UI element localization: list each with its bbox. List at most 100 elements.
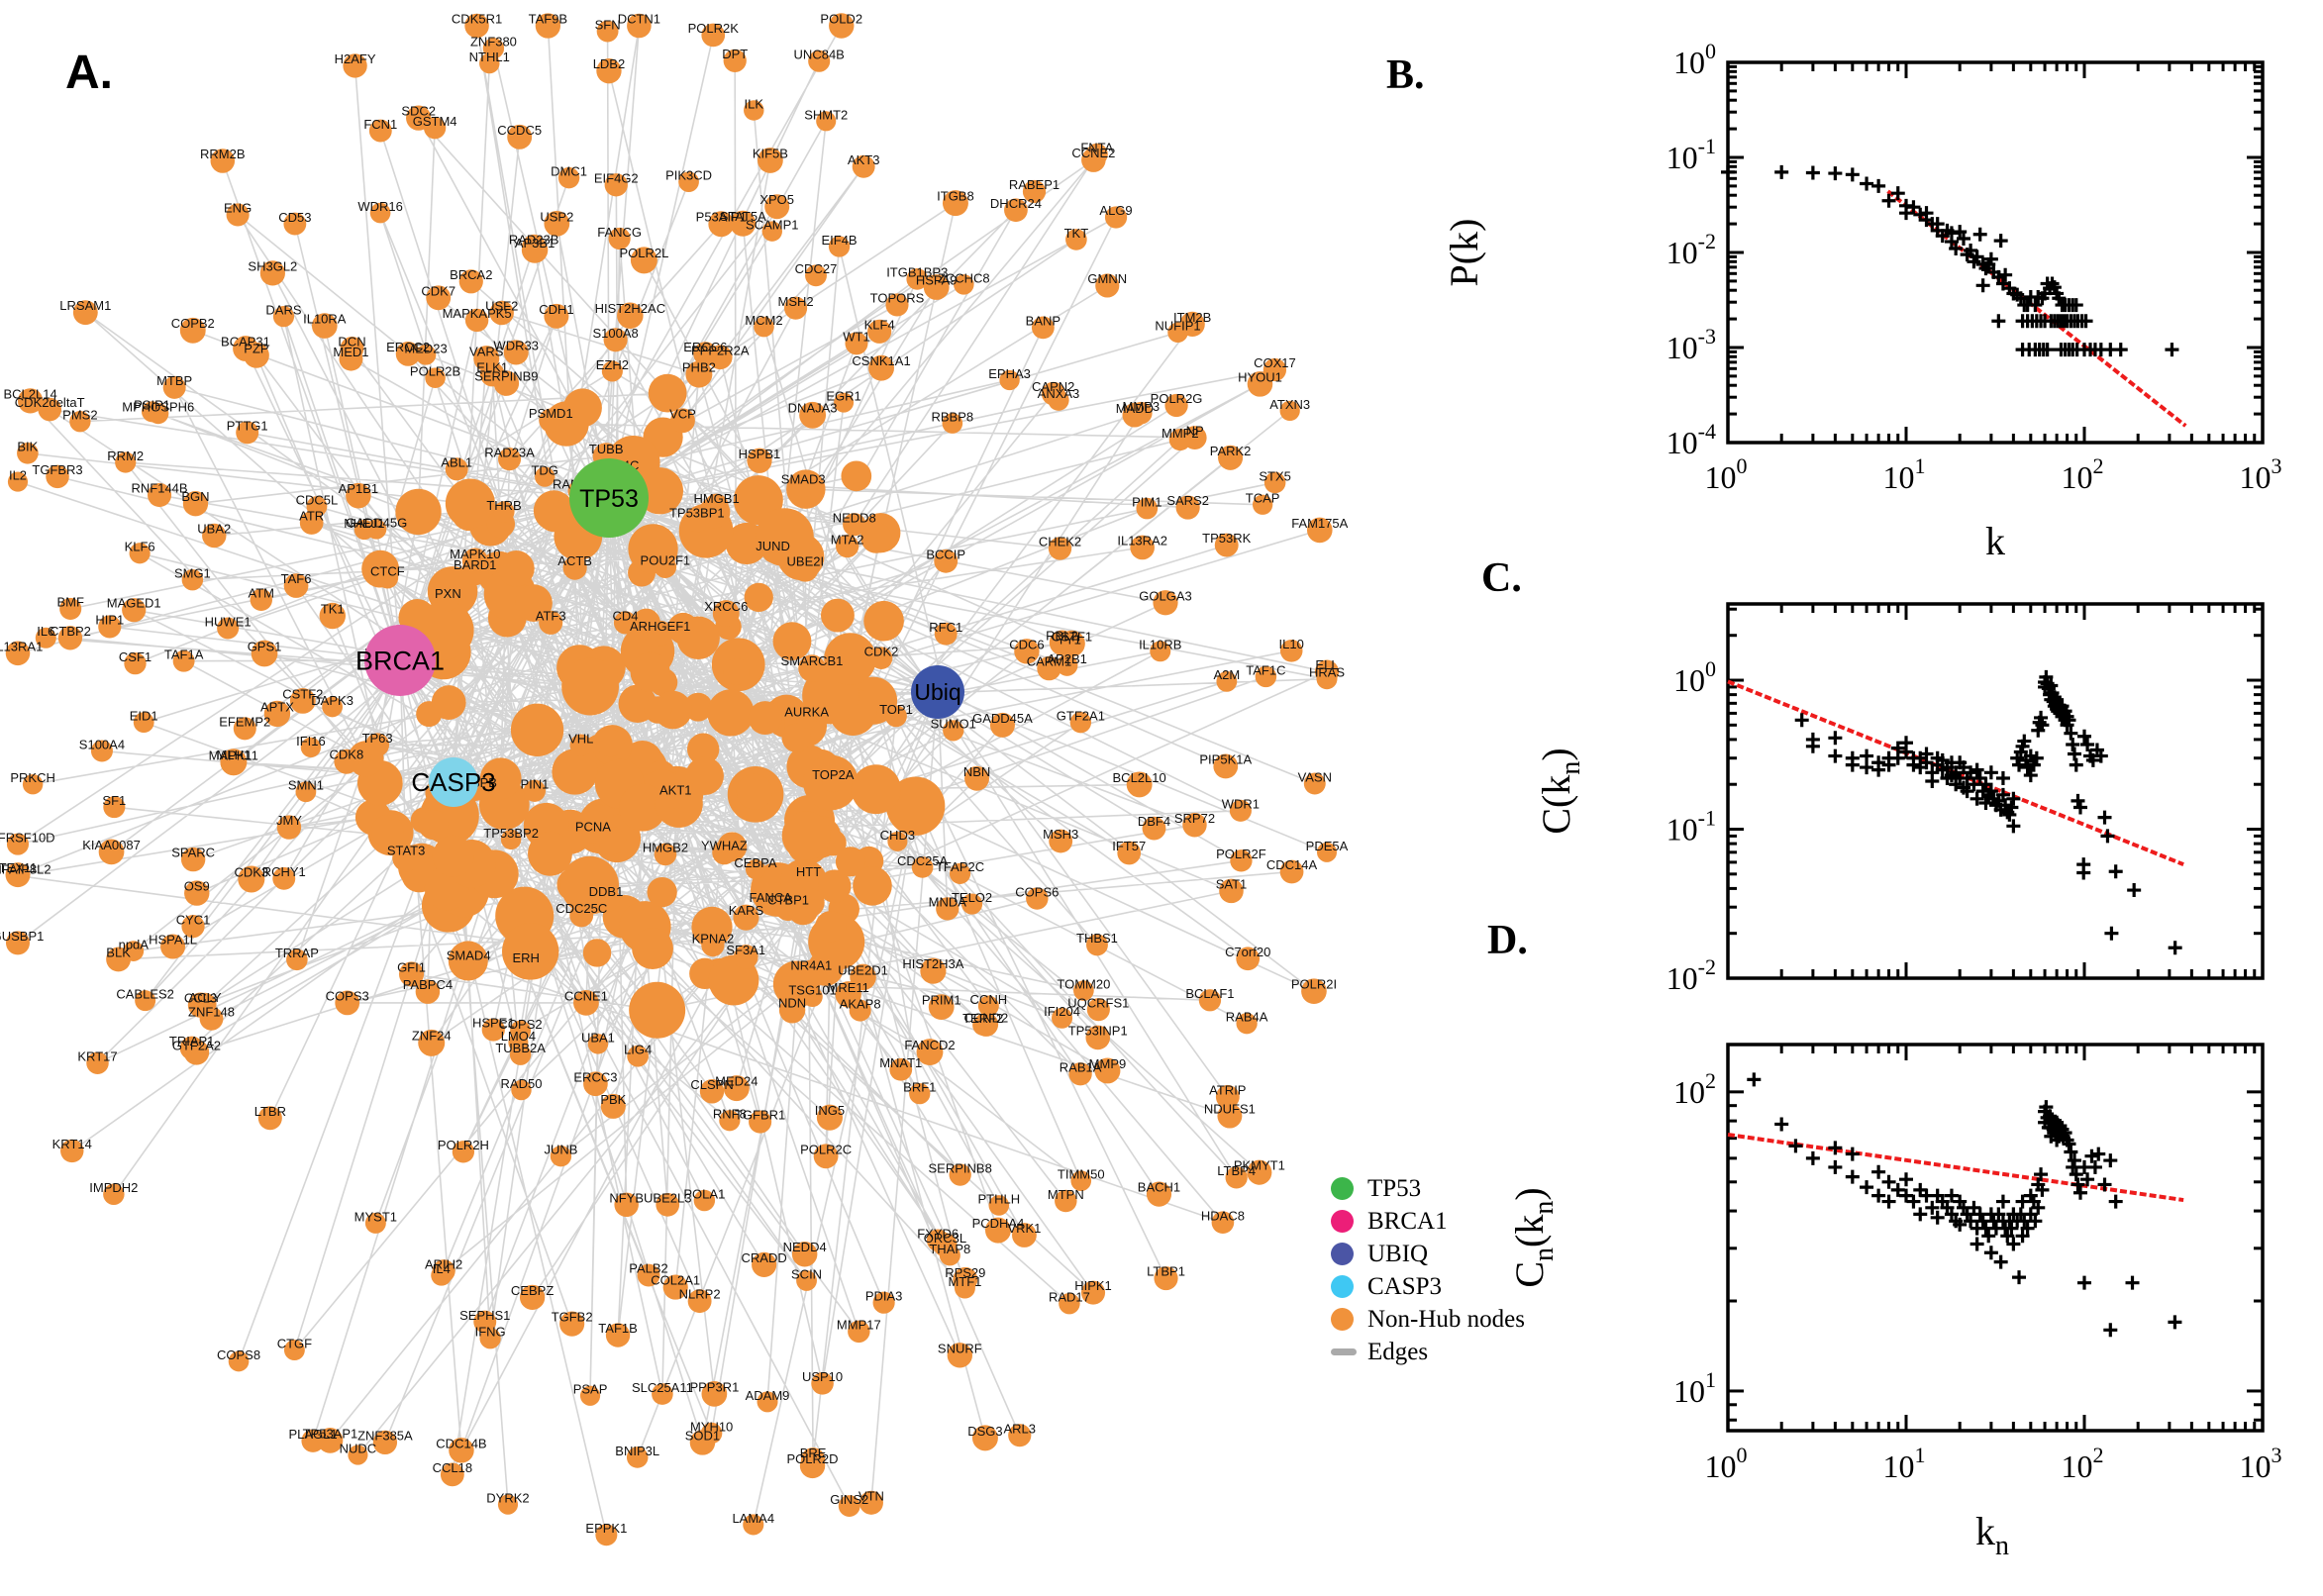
- network-node: [685, 756, 724, 796]
- network-node: [179, 317, 206, 344]
- network-node-label: ORC3L: [924, 1231, 966, 1246]
- network-node-label: ENG: [224, 201, 252, 216]
- network-node: [1086, 998, 1110, 1022]
- network-node-label: RAB4A: [1226, 1010, 1268, 1025]
- network-node: [820, 598, 855, 633]
- network-node: [663, 784, 688, 810]
- network-node-label: UQCRFS1: [1067, 995, 1129, 1010]
- network-node-label: CDC27: [795, 261, 838, 276]
- network-node-label: POLR2G: [1151, 391, 1203, 406]
- network-node: [493, 501, 515, 523]
- network-node-label: POLR2K: [688, 21, 740, 36]
- network-node-label: HIPK1: [1074, 1278, 1112, 1293]
- network-node: [372, 1430, 398, 1455]
- network-node: [791, 1242, 818, 1267]
- network-node-label: ZNF24: [412, 1029, 452, 1044]
- network-node: [432, 835, 474, 877]
- network-node-label: PLAGL1: [288, 1427, 337, 1442]
- network-node: [1136, 497, 1159, 520]
- network-node-label: VCP: [669, 406, 696, 421]
- network-node: [852, 154, 875, 178]
- network-node: [283, 573, 309, 598]
- network-node: [1122, 402, 1148, 428]
- network-node-label: GTF2A2: [172, 1038, 221, 1052]
- legend-label: Non-Hub nodes: [1367, 1305, 1526, 1333]
- network-node-label: CDC14A: [1266, 857, 1318, 872]
- network-node-label: HSPA9: [916, 272, 958, 287]
- network-node: [461, 548, 488, 574]
- network-node-label: AKAP8: [840, 996, 881, 1011]
- network-node: [272, 306, 295, 328]
- plot-d: 102 101 100 101 102 103 Cn​(kn​) kn​: [1507, 1043, 2282, 1561]
- legend-label: CASP3: [1367, 1272, 1443, 1300]
- network-node-label: POLR2C: [800, 1142, 852, 1156]
- network-node-label: POLR2F: [1216, 847, 1266, 861]
- network-node-label: COX17: [1254, 355, 1296, 370]
- network-node-label: NUDC: [340, 1442, 377, 1456]
- network-node-label: ITGB8: [937, 189, 974, 204]
- network-node: [122, 598, 147, 623]
- network-node: [592, 884, 620, 913]
- network-node-label: BCAP31: [221, 334, 270, 349]
- network-node: [759, 893, 782, 916]
- network-node-label: PZP: [244, 341, 268, 355]
- network-node-label: POLR2I: [1291, 977, 1337, 992]
- network-node-label: EPPK1: [585, 1521, 627, 1536]
- axis-ticks: [1726, 60, 2265, 445]
- network-node: [988, 1195, 1010, 1216]
- network-node: [1279, 859, 1304, 884]
- network-node-label: PMS2: [62, 408, 97, 423]
- network-node: [1252, 494, 1273, 515]
- network-node-label: TOMM20: [1057, 977, 1110, 992]
- network-node-label: SH3GL2: [248, 258, 297, 273]
- network-node: [816, 1104, 844, 1131]
- network-node-label: CSNK1A1: [852, 353, 910, 368]
- network-node: [798, 654, 826, 682]
- network-node-label: MMP2: [1162, 426, 1199, 441]
- network-node-label: SFN: [595, 17, 621, 32]
- network-node-label: GINS2: [830, 1492, 868, 1507]
- network-node-label: CDK5R1: [452, 12, 502, 27]
- network-node-label: RAD23A: [484, 445, 535, 459]
- network-node-label: SRP72: [1174, 811, 1215, 826]
- network-node: [629, 981, 686, 1039]
- network-node: [829, 13, 855, 39]
- network-node-label: CD4: [612, 609, 638, 624]
- network-node: [704, 493, 729, 518]
- network-node-label: CARM1: [1027, 654, 1072, 669]
- network-node-label: TKT: [1064, 226, 1089, 241]
- panel-a-label: A.: [65, 47, 113, 99]
- network-node: [135, 990, 156, 1012]
- network-node: [1052, 1007, 1073, 1029]
- network-node-label: DYRK2: [486, 1491, 529, 1506]
- network-node: [263, 700, 291, 728]
- network-node: [539, 408, 563, 433]
- network-node: [582, 939, 612, 967]
- network-node: [1085, 1025, 1111, 1050]
- network-node-label: GTF2A1: [1057, 709, 1105, 724]
- network-node: [129, 543, 151, 564]
- network-node-label: VRK1: [1007, 1221, 1041, 1236]
- network-node-label: BNIP3L: [615, 1444, 659, 1458]
- network-node-label: CHD3: [880, 828, 915, 843]
- network-node: [613, 611, 638, 635]
- network-node: [961, 893, 983, 915]
- axis-label: P(k): [1442, 219, 1486, 287]
- hub-label-ubiq: Ubiq: [914, 679, 960, 705]
- network-node: [1142, 816, 1166, 841]
- brca1-swatch-icon: [1331, 1210, 1354, 1233]
- network-node: [500, 829, 522, 850]
- network-node: [464, 308, 489, 333]
- network-node: [693, 1189, 716, 1212]
- network-node: [791, 474, 815, 498]
- network-node-label: TP53BP2: [483, 826, 539, 841]
- network-node: [544, 303, 569, 329]
- network-node: [1279, 400, 1300, 422]
- tick-label: 103: [2240, 1443, 2282, 1484]
- network-node: [719, 1110, 741, 1132]
- network-node-label: AKT1: [659, 782, 692, 797]
- network-node-label: LTBR: [254, 1104, 286, 1119]
- network-node-label: CLSPN: [690, 1077, 733, 1092]
- network-node: [498, 549, 535, 587]
- fit-line: [1727, 1132, 2184, 1203]
